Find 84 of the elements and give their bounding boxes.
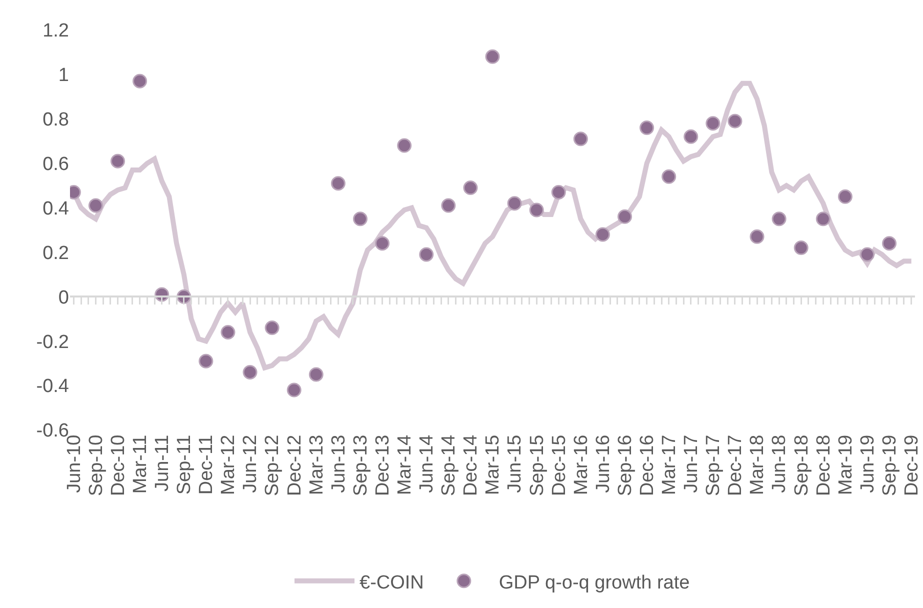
x-tick-label: Mar-15 [482, 434, 504, 495]
point [419, 247, 434, 262]
point [595, 227, 610, 242]
point [463, 180, 478, 196]
point [882, 236, 897, 251]
x-tick-label: Mar-17 [659, 434, 680, 495]
x-tick-label: Sep-12 [262, 434, 284, 496]
point [838, 189, 852, 204]
point [573, 132, 588, 146]
point [706, 116, 720, 131]
point [352, 212, 368, 226]
legend-label: GDP q-o-q growth rate [498, 572, 690, 594]
x-tick-label: Dec-19 [902, 434, 923, 496]
x-tick-label: Sep-19 [879, 434, 900, 496]
y-tick-label: -0.2 [36, 332, 69, 353]
point [794, 240, 808, 256]
point [551, 184, 566, 200]
x-tick-label: Dec-10 [108, 434, 129, 496]
point [441, 198, 456, 213]
x-tick-label: Dec-17 [725, 434, 746, 496]
x-tick-label: Jun-15 [504, 434, 526, 493]
point [507, 196, 522, 211]
y-tick-label: 0 [58, 287, 69, 308]
x-tick-label: Jun-11 [152, 434, 174, 492]
x-tick-label: Jun-18 [769, 434, 790, 493]
x-tick-label: Sep-18 [791, 434, 812, 496]
x-tick-label: Dec-16 [636, 434, 658, 496]
y-tick-label: 0.2 [42, 242, 69, 264]
point [220, 324, 236, 340]
x-tick-label: Jun-12 [240, 434, 262, 493]
x-tick-label: Jun-13 [328, 434, 350, 493]
y-tick-label: -0.4 [36, 376, 70, 398]
x-tick-label: Sep-14 [438, 434, 460, 496]
point [750, 229, 764, 244]
point [375, 236, 390, 251]
point [684, 129, 698, 144]
point [618, 209, 632, 224]
y-tick-label: 0.4 [42, 198, 70, 220]
y-tick-label: 0.6 [42, 154, 69, 175]
y-tick-label: 0.8 [42, 110, 69, 131]
x-tick-label: Dec-15 [548, 434, 570, 496]
x-tick-label: Dec-11 [196, 434, 218, 495]
x-tick-label: Mar-11 [130, 434, 151, 494]
point [330, 176, 346, 191]
point [485, 49, 500, 64]
x-tick-label: Mar-12 [218, 434, 240, 495]
point [529, 202, 544, 218]
point [728, 114, 742, 128]
x-tick-label: Dec-14 [460, 434, 482, 496]
x-tick-label: Sep-13 [350, 434, 372, 496]
y-tick-label: 1 [58, 65, 69, 86]
point [198, 354, 214, 368]
point [640, 120, 654, 136]
point [286, 382, 302, 398]
point [132, 74, 148, 88]
x-tick-label: Mar-18 [747, 434, 768, 495]
x-tick-label: Mar-13 [306, 434, 328, 495]
point [816, 212, 830, 226]
x-tick-label: Sep-15 [526, 434, 548, 496]
x-tick-label: Mar-16 [570, 434, 592, 495]
x-tick-label: Sep-17 [703, 434, 724, 496]
point [397, 138, 412, 153]
point [110, 154, 126, 168]
x-tick-label: Sep-11 [174, 434, 196, 495]
legend-label: €-COIN [360, 572, 424, 594]
x-tick-label: Mar-19 [835, 434, 856, 495]
y-tick-label: 1.2 [42, 20, 69, 42]
x-tick-label: Sep-10 [86, 434, 107, 496]
point [88, 198, 103, 213]
point [860, 247, 874, 262]
point [242, 364, 258, 380]
point [772, 212, 786, 226]
point [308, 367, 324, 382]
x-tick-label: Jun-14 [416, 434, 438, 493]
point [662, 169, 676, 184]
x-tick-label: Jun-17 [681, 434, 702, 493]
x-tick-label: Dec-18 [813, 434, 834, 496]
x-tick-label: Dec-12 [284, 434, 306, 496]
x-tick-label: Jun-16 [592, 434, 614, 493]
x-tick-label: Sep-16 [614, 434, 636, 496]
x-tick-label: Dec-13 [372, 434, 394, 496]
x-tick-label: Mar-14 [394, 434, 416, 495]
x-tick-label: Jun-19 [857, 434, 878, 493]
point [264, 320, 280, 336]
